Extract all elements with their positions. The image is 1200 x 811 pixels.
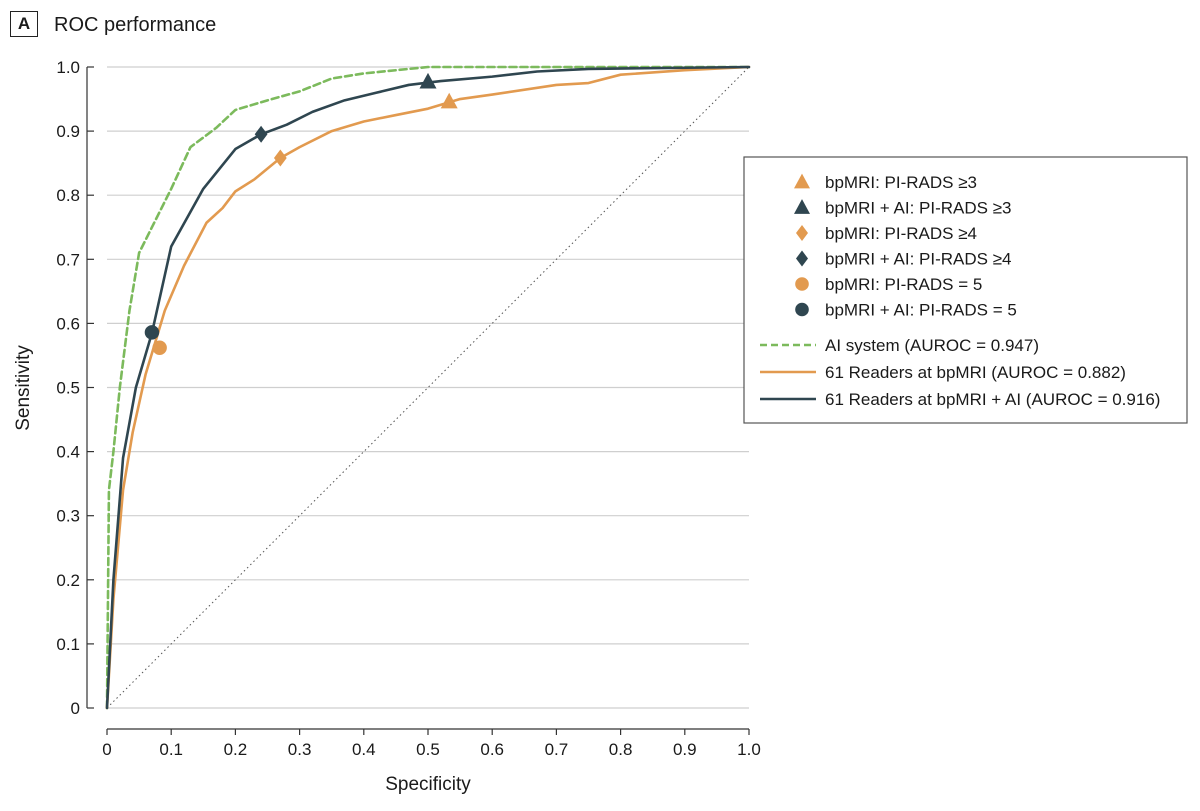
operating-point-circle-readers-ai	[144, 325, 160, 340]
x-tick-label: 0.3	[288, 740, 312, 759]
legend-label: bpMRI: PI-RADS ≥3	[825, 173, 977, 192]
legend-label: bpMRI: PI-RADS = 5	[825, 275, 982, 294]
roc-curves	[105, 65, 751, 710]
legend-label: bpMRI + AI: PI-RADS ≥4	[825, 250, 1011, 269]
y-tick-label: 0.9	[56, 122, 80, 141]
x-tick-label: 0.9	[673, 740, 697, 759]
axes: 0 0.1 0.2 0.3 0.4 0.5 0.6 0.7 0.8 0.9 1.0 0 0.1 0.2 0.…	[56, 58, 760, 759]
y-tick-label: 0.6	[56, 314, 80, 333]
legend-label: bpMRI: PI-RADS ≥4	[825, 224, 977, 243]
legend-label: bpMRI + AI: PI-RADS = 5	[825, 301, 1017, 320]
x-tick-label: 0.7	[545, 740, 569, 759]
x-tick-label: 0.2	[224, 740, 248, 759]
x-axis-label: Specificity	[385, 774, 471, 795]
y-tick-label: 0.1	[56, 635, 80, 654]
x-tick-label: 1.0	[737, 740, 761, 759]
legend-marker-triangle	[794, 199, 810, 214]
chance-diagonal-line	[106, 66, 750, 709]
y-tick-label: 0.3	[56, 507, 80, 526]
panel-letter-badge: A	[10, 11, 38, 37]
legend-marker-diamond	[796, 225, 808, 241]
y-tick-label: 0.7	[56, 250, 80, 269]
y-axis-label: Sensitivity	[13, 345, 34, 431]
chart-title: ROC performance	[54, 14, 217, 36]
legend-label: 61 Readers at bpMRI (AUROC = 0.882)	[825, 363, 1126, 382]
y-tick-label: 1.0	[56, 58, 80, 77]
chance-line	[106, 66, 750, 709]
y-tick-label: 0.5	[56, 379, 80, 398]
legend-marker-diamond	[796, 250, 808, 267]
operating-point-diamond-readers-ai	[254, 125, 268, 143]
legend-label: 61 Readers at bpMRI + AI (AUROC = 0.916)	[825, 390, 1160, 409]
x-tick-label: 0.4	[352, 740, 376, 759]
operating-point-diamond-readers	[273, 149, 287, 167]
x-tick-label: 0.8	[609, 740, 633, 759]
y-tick-label: 0	[71, 699, 80, 718]
legend-marker-circle	[795, 302, 809, 317]
roc-curve-readers-ai	[105, 65, 751, 710]
x-tick-label: 0	[102, 740, 111, 759]
roc-curve-readers	[105, 65, 751, 710]
y-tick-label: 0.8	[56, 186, 80, 205]
legend-label: AI system (AUROC = 0.947)	[825, 336, 1039, 355]
legend-label: bpMRI + AI: PI-RADS ≥3	[825, 199, 1011, 218]
x-tick-label: 0.1	[159, 740, 183, 759]
legend-marker-circle	[795, 277, 809, 291]
x-tick-label: 0.5	[416, 740, 440, 759]
y-tick-label: 0.2	[56, 571, 80, 590]
legend-marker-triangle	[794, 173, 810, 189]
operating-point-circle-readers	[152, 340, 167, 355]
legend: bpMRI: PI-RADS ≥3 bpMRI + AI: PI-RADS ≥3 b…	[743, 156, 1188, 424]
legend-box	[743, 156, 1188, 424]
operating-points	[144, 72, 458, 355]
x-tick-label: 0.6	[480, 740, 504, 759]
roc-curve-ai-system	[105, 65, 751, 710]
operating-point-triangle-readers-ai	[419, 72, 437, 89]
y-tick-label: 0.4	[56, 443, 80, 462]
operating-point-triangle-readers	[440, 92, 458, 109]
